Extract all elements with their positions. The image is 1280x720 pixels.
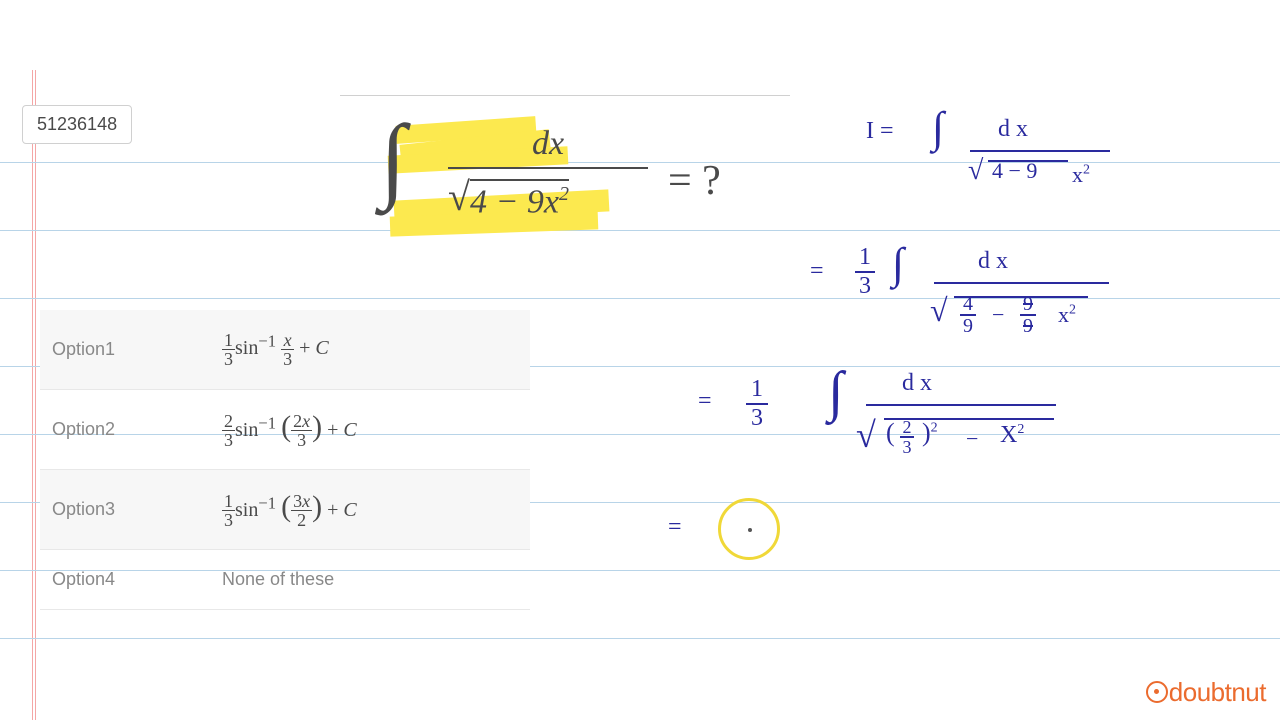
hw-line1-num: d x bbox=[998, 116, 1028, 143]
option-3[interactable]: Option3 13sin−1 (3x2) + C bbox=[40, 470, 530, 550]
option-2-label: Option2 bbox=[52, 419, 222, 440]
ruled-line bbox=[0, 298, 1280, 299]
hw-minus-2: − bbox=[992, 302, 1004, 328]
option-3-formula: 13sin−1 (3x2) + C bbox=[222, 490, 357, 530]
brand-logo: doubtnut bbox=[1146, 677, 1266, 708]
hw-int-1: ∫ bbox=[932, 102, 944, 153]
hw-paren-l: ( bbox=[886, 418, 895, 448]
hw-line2-coef: 1 3 bbox=[855, 244, 875, 300]
margin-line-2 bbox=[35, 70, 36, 720]
eq-exponent: 2 bbox=[559, 183, 569, 205]
option-2[interactable]: Option2 23sin−1 (2x3) + C bbox=[40, 390, 530, 470]
hw-paren-r: )2 bbox=[922, 418, 938, 448]
option-4-text: None of these bbox=[222, 569, 334, 590]
option-4-label: Option4 bbox=[52, 569, 222, 590]
main-equation: ∫ dx √4 − 9x2 = ? bbox=[340, 95, 790, 265]
hw-line2-den-a: 4 9 bbox=[960, 294, 976, 336]
option-3-label: Option3 bbox=[52, 499, 222, 520]
hw-x1: x2 bbox=[1072, 162, 1090, 188]
options-panel: Option1 13sin−1 x3 + C Option2 23sin−1 (… bbox=[40, 310, 530, 610]
logo-text: doubtnut bbox=[1169, 677, 1266, 707]
option-1-formula: 13sin−1 x3 + C bbox=[222, 331, 329, 368]
hw-line1-den: 4 − 9 bbox=[992, 158, 1037, 184]
ruled-line bbox=[0, 638, 1280, 639]
hw-line4-eq: = bbox=[668, 514, 682, 541]
hw-int-2: ∫ bbox=[892, 238, 904, 289]
option-1-label: Option1 bbox=[52, 339, 222, 360]
option-1[interactable]: Option1 13sin−1 x3 + C bbox=[40, 310, 530, 390]
hw-line3-den-a: 2 3 bbox=[900, 418, 914, 456]
hw-x3: X2 bbox=[1000, 422, 1024, 449]
hw-frac-line-2 bbox=[934, 282, 1109, 284]
hw-line2-den-b: 9 9 bbox=[1020, 294, 1036, 336]
eq-numerator: dx bbox=[448, 125, 648, 163]
hw-line3-coef: 1 3 bbox=[746, 376, 768, 432]
hw-line3-num: d x bbox=[902, 370, 932, 397]
hw-line1-lhs: I = bbox=[866, 118, 894, 145]
hw-x2: x2 bbox=[1058, 302, 1076, 328]
eq-denominator: 4 − 9x bbox=[470, 183, 559, 220]
option-4[interactable]: Option4 None of these bbox=[40, 550, 530, 610]
hw-sqrt-3: √ bbox=[856, 414, 876, 456]
hw-line2-num: d x bbox=[978, 248, 1008, 275]
hw-frac-line-1 bbox=[970, 150, 1110, 152]
logo-icon bbox=[1146, 681, 1168, 703]
hw-minus-3: − bbox=[966, 426, 978, 452]
option-2-formula: 23sin−1 (2x3) + C bbox=[222, 410, 357, 450]
question-id-badge: 51236148 bbox=[22, 105, 132, 144]
hw-sqrt-1: √ bbox=[968, 155, 983, 187]
eq-rhs: = ? bbox=[668, 157, 721, 205]
integral-symbol: ∫ bbox=[380, 103, 406, 213]
hw-line2-eq: = bbox=[810, 258, 824, 285]
hw-frac-line-3 bbox=[866, 404, 1056, 406]
cursor-dot bbox=[748, 528, 752, 532]
hw-int-3: ∫ bbox=[828, 360, 843, 424]
margin-line-1 bbox=[32, 70, 33, 720]
hw-sqrt-2: √ bbox=[930, 292, 948, 329]
hw-line3-eq: = bbox=[698, 388, 712, 415]
